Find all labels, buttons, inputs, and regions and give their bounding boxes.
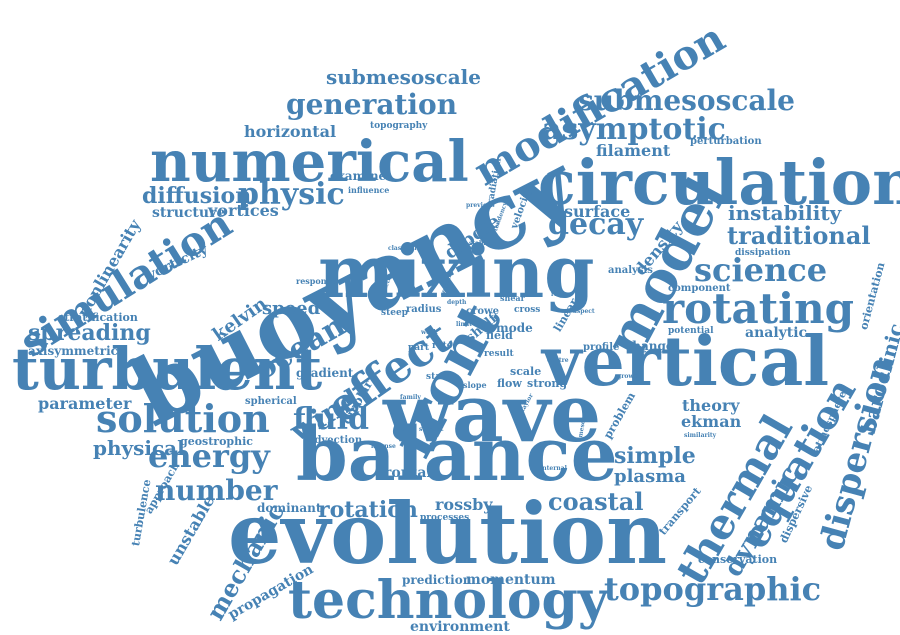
word-topography: topography	[370, 121, 428, 131]
word-centre: centre	[547, 357, 569, 364]
word-previous: previous	[466, 202, 495, 209]
word-family: family	[400, 394, 421, 401]
word-change: change	[625, 339, 674, 353]
word-momentum: momentum	[466, 572, 556, 588]
word-state: state	[426, 372, 451, 382]
word-radius: radius	[406, 304, 442, 315]
word-similarity: similarity	[684, 432, 717, 439]
word-asymptotic: asymptotic	[542, 112, 726, 147]
word-science: science	[694, 251, 828, 289]
word-gradient: gradient	[296, 366, 354, 380]
word-diffusion: diffusion	[142, 183, 252, 209]
word-decay: decay	[548, 207, 644, 242]
word-scale: scale	[510, 365, 542, 378]
word-traditional: traditional	[727, 221, 871, 250]
word-vortices: vortices	[208, 201, 279, 220]
word-conservation: conservation	[698, 553, 778, 566]
word-speed: speed	[262, 298, 321, 319]
word-topographic: topographic	[604, 570, 822, 608]
word-frontal: frontal	[378, 465, 432, 481]
word-response: response	[296, 276, 337, 286]
word-rossby: rossby	[435, 495, 493, 514]
word-analysis: analysis	[608, 265, 653, 276]
word-potential: potential	[668, 326, 714, 336]
word-growth: growth	[617, 373, 641, 380]
word-fluid: fluid	[293, 402, 369, 437]
word-numerical: numerical	[150, 129, 469, 195]
word-orientation: orientation	[857, 260, 888, 332]
word-energy: energy	[148, 437, 270, 475]
word-range: range	[551, 291, 571, 298]
word-surface: surface	[564, 202, 631, 221]
word-mixing: mixing	[318, 229, 595, 314]
word-technology: technology	[288, 570, 609, 631]
word-parameter: parameter	[38, 394, 132, 413]
word-coastal: coastal	[548, 487, 644, 516]
word-simple: simple	[614, 443, 696, 469]
word-mode: mode	[496, 321, 533, 335]
word-depth: depth	[447, 299, 467, 306]
word-balance: balance	[296, 412, 618, 498]
word-wave: wave	[383, 366, 602, 460]
word-vertical: vertical	[542, 322, 830, 402]
word-steep: steep	[381, 308, 408, 318]
word-processes: processes	[420, 513, 470, 523]
word-result: result	[484, 349, 514, 359]
word-limit: limit	[456, 321, 472, 328]
word-horizontal: horizontal	[244, 122, 337, 141]
word-physical: physical	[93, 436, 185, 460]
word-submesoscale-small: submesoscale	[326, 65, 481, 89]
word-structure: structure	[152, 205, 226, 221]
word-ekman: ekman	[681, 412, 742, 431]
word-submesoscale-large: submesoscale	[578, 84, 795, 117]
word-stratification: stratification	[58, 311, 138, 324]
word-theory: theory	[682, 396, 740, 415]
word-axisymmetric: axisymmetric	[28, 344, 118, 358]
word-component: component	[668, 283, 731, 294]
word-geostrophic: geostrophic	[180, 435, 253, 448]
word-examine: examine	[330, 169, 387, 183]
word-classical: classical	[388, 245, 417, 252]
word-stability: stability	[469, 240, 497, 247]
word-filament: filament	[596, 141, 671, 160]
word-evolution: evolution	[228, 484, 668, 583]
word-strong: strong	[527, 377, 568, 390]
word-field: field	[486, 329, 513, 342]
word-dissipation: dissipation	[735, 248, 791, 258]
word-internal: internal	[540, 465, 567, 472]
word-influence: influence	[348, 185, 390, 195]
word-subject: subject	[419, 426, 444, 433]
word-shear: shear	[500, 293, 525, 303]
word-rotating: rotating	[662, 284, 855, 333]
word-cross: cross	[514, 305, 541, 315]
word-intense: intense	[371, 443, 396, 450]
word-flow: flow	[497, 377, 522, 390]
word-analytic: analytic	[745, 325, 808, 341]
word-rotation: rotation	[318, 497, 418, 523]
word-dominant: dominant	[257, 501, 322, 515]
word-physic: physic	[238, 177, 345, 212]
word-profile: profile	[583, 342, 620, 353]
word-turbulent: turbulent	[12, 335, 323, 403]
word-slope: slope	[463, 380, 487, 390]
word-perturbation: perturbation	[690, 136, 762, 147]
word-solution: solution	[96, 396, 270, 441]
word-aspect: aspect	[573, 308, 595, 315]
word-environment: environment	[410, 619, 510, 635]
word-generation: generation	[286, 88, 458, 121]
word-spherical: spherical	[245, 396, 297, 407]
word-prediction: prediction	[402, 573, 472, 587]
word-instability: instability	[728, 201, 842, 225]
word-plasma: plasma	[614, 466, 686, 487]
word-crowe: crowe	[466, 306, 499, 317]
word-spreading: spreading	[28, 320, 151, 346]
word-rate: rate	[432, 341, 453, 351]
word-circulation: circulation	[538, 146, 900, 219]
word-work: work	[421, 329, 438, 336]
word-advection: advection	[308, 435, 363, 446]
word-number: number	[155, 474, 278, 507]
word-part: part	[408, 343, 430, 353]
